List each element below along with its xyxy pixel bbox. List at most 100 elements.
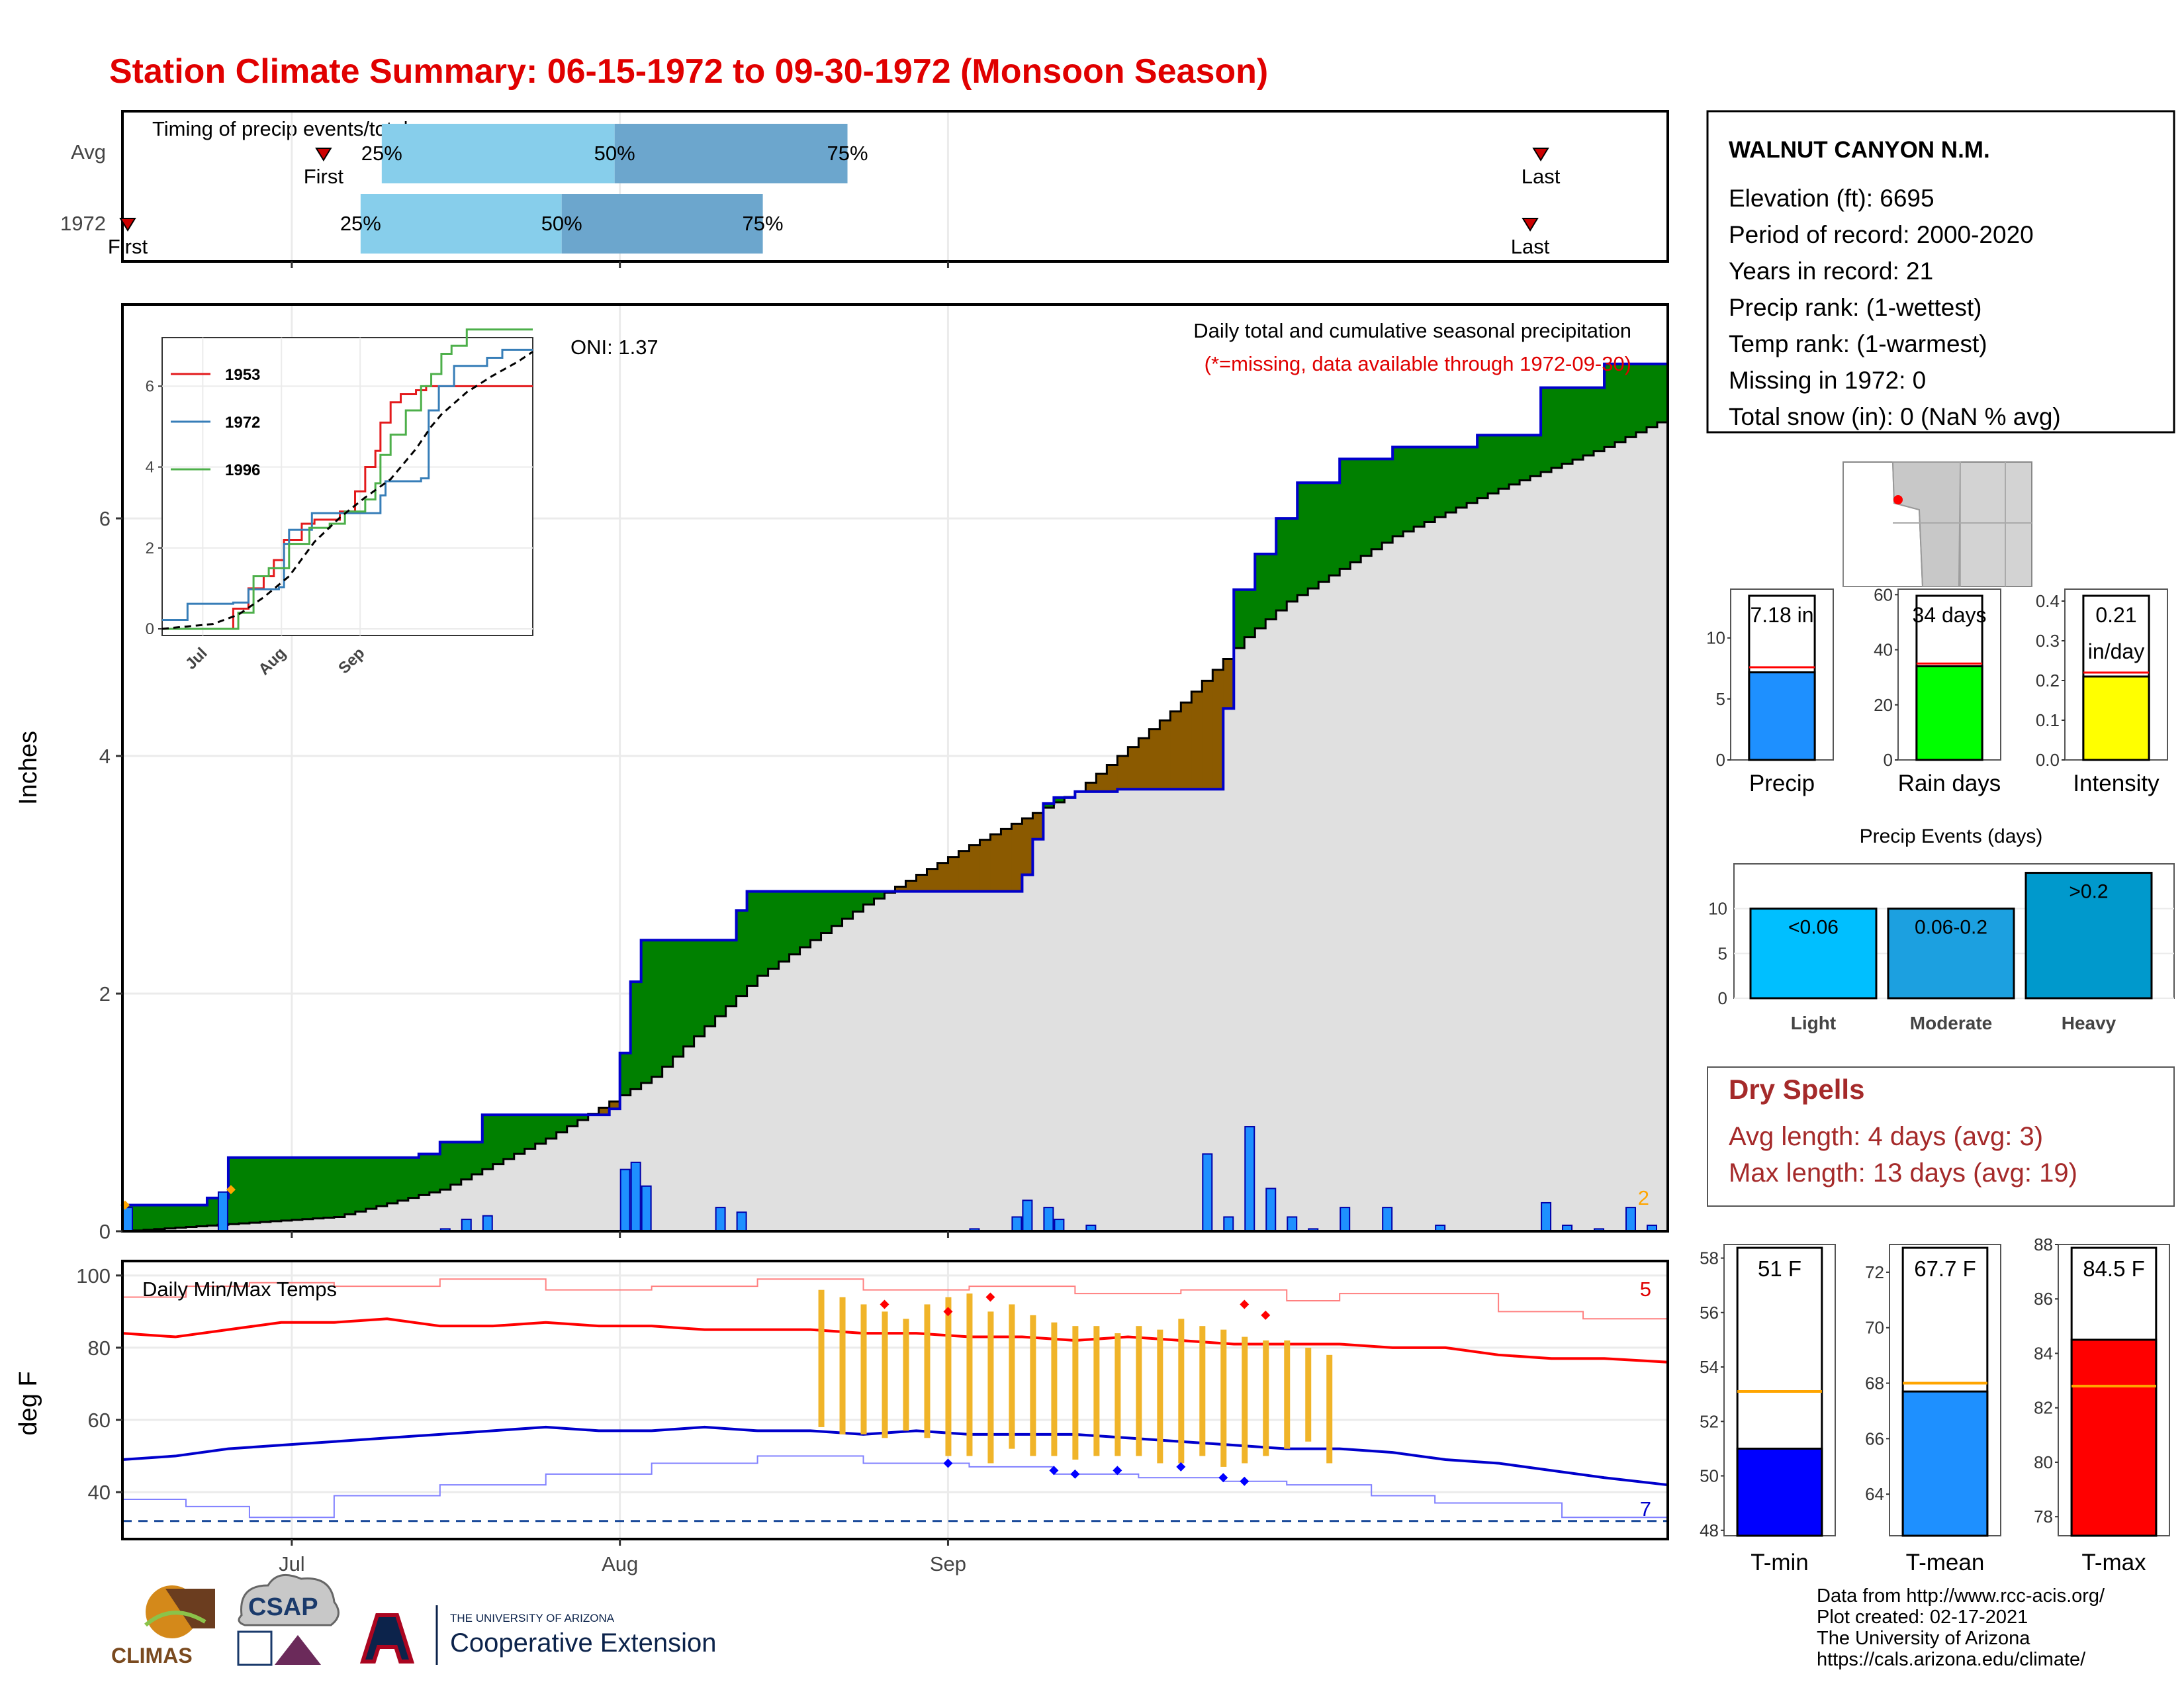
- above-avg-band: [778, 891, 790, 962]
- daily-precip-bar: [1541, 1201, 1552, 1233]
- below-avg-band: [1160, 720, 1171, 790]
- tmax-summary-tick-label: 86: [2034, 1289, 2053, 1309]
- climas-logo-text: CLIMAS: [111, 1644, 193, 1667]
- above-avg-band: [387, 1157, 398, 1203]
- daily-precip-bar: [1043, 1207, 1054, 1232]
- daily-precip-bar: [619, 1168, 631, 1232]
- above-avg-band: [397, 1157, 409, 1201]
- temp-panel-frame: [121, 1260, 1669, 1540]
- record-low-marker: [1049, 1466, 1059, 1476]
- below-avg-band: [916, 874, 928, 892]
- summary-bars: 7.18 in 0 5 10 Precip 34 days 0 20 40 60 Rain days…: [1706, 585, 2168, 796]
- daily-temp-range-bar: [1284, 1340, 1291, 1449]
- precip-events-tick-label: 10: [1708, 899, 1727, 919]
- above-avg-band: [154, 1205, 165, 1229]
- dry-spells-frame: [1707, 1066, 2175, 1207]
- intensity-summary-value-label: 0.21: [2095, 603, 2136, 627]
- below-avg-band: [895, 886, 907, 892]
- above-avg-band: [736, 910, 748, 996]
- inset-y-tick-label: 0: [146, 620, 154, 638]
- timing-panel-label: Timing of precip events/totals: [152, 117, 418, 140]
- above-avg-band: [1340, 459, 1351, 569]
- record-high-marker: [1261, 1310, 1271, 1320]
- above-avg-band: [461, 1142, 473, 1180]
- above-avg-band: [1244, 589, 1255, 637]
- above-avg-band: [842, 891, 854, 919]
- tmax-summary-tick-label: 82: [2034, 1398, 2053, 1418]
- precip-event-bar-label: <0.06: [1788, 917, 1839, 939]
- above-avg-band: [249, 1157, 261, 1223]
- tmax-summary-bar: [2070, 1338, 2158, 1537]
- below-avg-band: [1096, 773, 1107, 792]
- precip-summary-tick-label: 10: [1706, 628, 1725, 648]
- above-avg-band: [1530, 435, 1541, 477]
- above-avg-band: [1615, 363, 1626, 442]
- daily-precip-bar: [122, 1207, 133, 1232]
- above-avg-band: [259, 1157, 271, 1222]
- daily-precip-bar: [630, 1161, 641, 1233]
- intensity-summary-bar: [2082, 675, 2150, 761]
- below-avg-band: [969, 845, 981, 892]
- tmin-summary-value-label: 51 F: [1758, 1256, 1801, 1281]
- daily-temp-range-bar: [1157, 1329, 1163, 1464]
- record-low-marker: [1176, 1462, 1186, 1472]
- above-avg-band: [1234, 589, 1245, 649]
- daily-precip-bar: [1054, 1219, 1065, 1232]
- above-avg-band: [1255, 553, 1266, 629]
- below-avg-band: [1223, 659, 1234, 709]
- precip-events-tick-label: 5: [1718, 943, 1727, 963]
- credit-line: Data from http://www.rcc-acis.org/: [1817, 1585, 2105, 1607]
- above-avg-band: [863, 891, 875, 905]
- avg-cumulative-line: [122, 417, 1669, 1233]
- tmean-summary-bar: [1901, 1390, 1989, 1537]
- temp-x-tick-label: Sep: [930, 1552, 966, 1575]
- above-avg-band: [577, 1115, 589, 1120]
- below-avg-band: [1032, 813, 1044, 839]
- above-avg-band: [1350, 459, 1361, 563]
- rain-days-summary-tick-label: 40: [1874, 640, 1893, 660]
- station-info-line: Temp rank: (1-warmest): [1729, 330, 1987, 357]
- above-avg-band: [1361, 459, 1372, 556]
- daily-temp-range-bar: [882, 1311, 888, 1438]
- timing-avg-last-marker: [1532, 148, 1549, 162]
- above-avg-band: [704, 940, 716, 1027]
- intensity-summary-tick-label: 0.3: [2036, 631, 2060, 651]
- station-box-frame: [1706, 110, 2175, 434]
- above-avg-band: [799, 891, 811, 948]
- daily-precip-bar: [461, 1219, 472, 1232]
- precip-summary-value-label: 7.18 in: [1750, 603, 1813, 627]
- precip-event-bar-label: >0.2: [2069, 881, 2108, 903]
- above-avg-band: [238, 1157, 250, 1224]
- above-avg-band: [334, 1157, 345, 1217]
- timing-avg-q25-q50-bar: [381, 124, 615, 183]
- precip-events-title: Precip Events (days): [1860, 825, 2043, 847]
- below-avg-band: [990, 834, 1002, 892]
- above-avg-band: [683, 940, 695, 1047]
- above-avg-band: [1456, 447, 1467, 508]
- daily-precip-bar: [1223, 1216, 1234, 1233]
- rain-days-summary-value-label: 34 days: [1912, 603, 1986, 627]
- daily-temp-range-bar: [1326, 1354, 1333, 1464]
- above-avg-band: [757, 891, 769, 976]
- above-avg-band: [143, 1205, 155, 1230]
- precip-event-category-label: Moderate: [1910, 1013, 1992, 1033]
- rain-days-summary-tick-label: 60: [1874, 585, 1893, 604]
- climas-logo-swoosh: [144, 1611, 206, 1627]
- above-avg-band: [715, 940, 727, 1017]
- daily-precip-bar: [1382, 1207, 1393, 1232]
- above-avg-band: [1488, 435, 1499, 494]
- timing-row-1972: 1972: [60, 212, 106, 235]
- inset-legend-label: 1972: [225, 414, 260, 432]
- station-info-line: Missing in 1972: 0: [1729, 367, 1926, 394]
- record-high-line: [122, 1278, 1668, 1320]
- below-avg-band: [1085, 782, 1097, 792]
- record-low-marker: [943, 1458, 953, 1468]
- csap-cloud: [238, 1573, 340, 1626]
- timing-avg-last-label: Last: [1522, 165, 1561, 188]
- below-avg-band: [598, 1107, 610, 1115]
- above-avg-band: [1541, 387, 1552, 473]
- above-avg-band: [1625, 363, 1637, 438]
- above-avg-band: [270, 1157, 282, 1221]
- daily-precip-bar: [482, 1215, 493, 1232]
- precip-summary-tick-label: 5: [1716, 689, 1725, 709]
